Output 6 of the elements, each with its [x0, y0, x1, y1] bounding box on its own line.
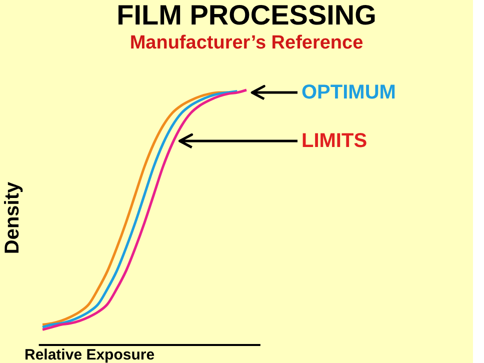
- text: OPTIMUM: [301, 82, 396, 104]
- chart-subtitle: Manufacturer’s Reference: [130, 32, 364, 54]
- text: LIMITS: [301, 130, 368, 152]
- chart-title: FILM PROCESSING: [116, 0, 376, 31]
- y-axis-title: Density: [2, 181, 24, 254]
- x-axis-title: Relative Exposure: [24, 346, 155, 363]
